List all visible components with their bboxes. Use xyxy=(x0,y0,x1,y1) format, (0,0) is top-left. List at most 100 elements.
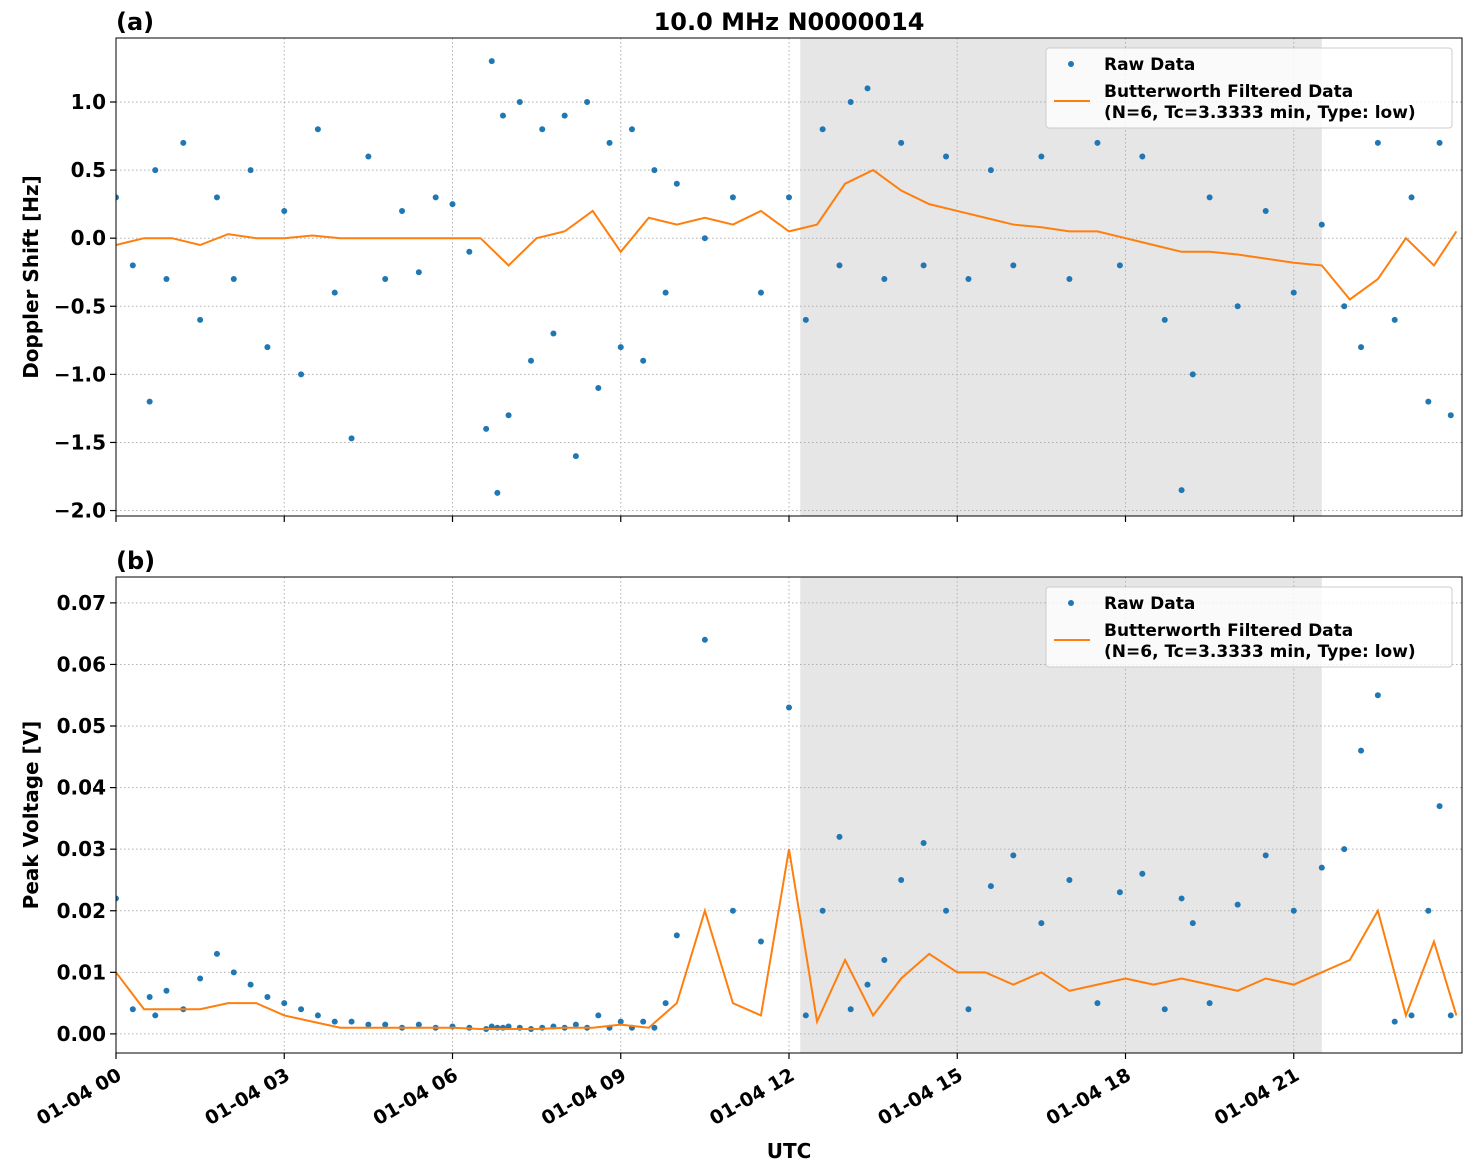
raw-point xyxy=(314,1012,321,1019)
legend-label: Raw Data xyxy=(1104,594,1195,614)
y-tick-label: 0.03 xyxy=(57,837,106,861)
raw-point xyxy=(757,938,764,945)
x-tick-label: 01-04 15 xyxy=(874,1064,966,1130)
raw-point xyxy=(651,167,658,174)
raw-point xyxy=(365,1021,372,1028)
raw-point xyxy=(449,201,456,208)
raw-point xyxy=(572,1021,579,1028)
raw-point xyxy=(1038,153,1045,160)
raw-point xyxy=(399,207,406,214)
y-tick-label: 0.00 xyxy=(57,1022,106,1046)
raw-point xyxy=(298,1006,305,1013)
x-tick-label: 01-04 06 xyxy=(370,1064,462,1130)
raw-point xyxy=(1425,398,1432,405)
raw-point xyxy=(802,1012,809,1019)
raw-point xyxy=(584,99,591,106)
raw-point xyxy=(152,1012,159,1019)
legend-box xyxy=(1045,586,1453,668)
raw-point xyxy=(415,1021,422,1028)
raw-point xyxy=(881,957,888,964)
raw-point xyxy=(1189,920,1196,927)
raw-point xyxy=(298,371,305,378)
y-tick-label: −2.0 xyxy=(54,499,106,523)
filtered-line xyxy=(116,168,1458,301)
raw-point xyxy=(1161,316,1168,323)
raw-point xyxy=(1262,207,1269,214)
raw-point xyxy=(898,876,905,883)
raw-point xyxy=(213,950,220,957)
raw-point xyxy=(331,1018,338,1025)
raw-point xyxy=(116,895,119,902)
raw-point xyxy=(802,316,809,323)
y-tick-label: 0.01 xyxy=(57,960,106,984)
raw-point xyxy=(819,126,826,133)
raw-point xyxy=(1318,221,1325,228)
raw-point xyxy=(247,981,254,988)
y-tick-label: −1.0 xyxy=(54,362,106,386)
raw-point xyxy=(528,357,535,364)
raw-point xyxy=(1116,262,1123,269)
raw-point xyxy=(673,180,680,187)
raw-point xyxy=(987,883,994,890)
x-tick-label: 01-04 18 xyxy=(1043,1064,1135,1130)
raw-point xyxy=(1116,889,1123,896)
raw-point xyxy=(1178,487,1185,494)
plot-area xyxy=(116,636,1458,1032)
x-axis-label: UTC xyxy=(767,1139,812,1163)
axes-frame xyxy=(115,576,1463,1054)
raw-point xyxy=(516,99,523,106)
raw-point xyxy=(965,1006,972,1013)
y-tick-label: −0.5 xyxy=(54,294,106,318)
raw-point xyxy=(1234,901,1241,908)
raw-point xyxy=(881,276,888,283)
legend-label: Butterworth Filtered Data (N=6, Tc=3.3333… xyxy=(1104,621,1416,662)
raw-point xyxy=(1178,895,1185,902)
filtered-line xyxy=(116,849,1458,1030)
raw-point xyxy=(213,194,220,201)
raw-point xyxy=(1341,303,1348,310)
raw-point xyxy=(348,435,355,442)
raw-point xyxy=(595,1012,602,1019)
raw-point xyxy=(606,139,613,146)
raw-point xyxy=(1318,864,1325,871)
raw-point xyxy=(640,357,647,364)
y-tick-label: −1.5 xyxy=(54,430,106,454)
raw-point xyxy=(314,126,321,133)
raw-point xyxy=(505,412,512,419)
y-tick-label: 0.5 xyxy=(71,158,106,182)
y-tick-label: 1.0 xyxy=(71,90,106,114)
panel-label: (b) xyxy=(116,547,155,575)
raw-point xyxy=(163,987,170,994)
x-tick-label: 01-04 09 xyxy=(538,1064,630,1130)
raw-point xyxy=(230,969,237,976)
raw-point xyxy=(864,85,871,92)
raw-point xyxy=(1094,139,1101,146)
raw-point xyxy=(494,489,501,496)
raw-point xyxy=(847,1006,854,1013)
raw-point xyxy=(247,167,254,174)
raw-point xyxy=(617,344,624,351)
x-tick-label: 01-04 00 xyxy=(33,1064,125,1130)
legend-label: Raw Data xyxy=(1104,55,1195,75)
raw-point xyxy=(595,384,602,391)
y-tick-label: 0.05 xyxy=(57,714,106,738)
raw-point xyxy=(864,981,871,988)
raw-point xyxy=(628,126,635,133)
raw-point xyxy=(920,840,927,847)
raw-point xyxy=(1234,303,1241,310)
raw-point xyxy=(757,289,764,296)
raw-point xyxy=(662,1000,669,1007)
y-axis-label: Doppler Shift [Hz] xyxy=(19,175,43,379)
raw-point xyxy=(847,99,854,106)
raw-point xyxy=(729,194,736,201)
raw-point xyxy=(348,1018,355,1025)
raw-point xyxy=(499,112,506,119)
y-tick-label: 0.06 xyxy=(57,652,106,676)
raw-point xyxy=(836,262,843,269)
chart-title: 10.0 MHz N0000014 xyxy=(654,8,925,36)
raw-point xyxy=(1290,289,1297,296)
raw-point xyxy=(129,262,136,269)
raw-point xyxy=(561,112,568,119)
raw-point xyxy=(197,316,204,323)
raw-point xyxy=(1139,153,1146,160)
